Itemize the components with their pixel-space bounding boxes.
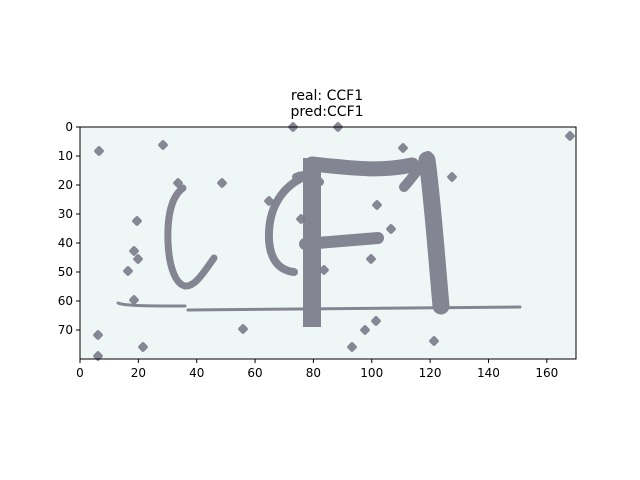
title-real: real: CCF1	[291, 88, 363, 104]
x-tick-label: 120	[419, 366, 442, 380]
noise-dots	[93, 122, 575, 361]
x-tick-label: 40	[189, 366, 204, 380]
noise-speck	[93, 330, 103, 340]
noise-speck	[158, 140, 168, 150]
y-tick-label: 40	[58, 236, 73, 250]
noise-speck	[296, 214, 306, 224]
noise-speck	[133, 254, 143, 264]
noise-speck	[360, 325, 370, 335]
x-tick-label: 140	[477, 366, 500, 380]
glyph-1-stem	[418, 151, 450, 315]
y-tick-label: 60	[58, 294, 73, 308]
captcha-image	[116, 151, 522, 327]
noise-speck	[129, 246, 139, 256]
noise-speck	[447, 172, 457, 182]
x-axis: 0 20 40 60 80 100 120 140 160	[76, 359, 558, 380]
glyph-c2	[264, 174, 306, 276]
x-tick-label: 100	[360, 366, 383, 380]
noise-speck	[372, 200, 382, 210]
x-tick-label: 80	[306, 366, 321, 380]
glyph-f-top-bar	[304, 156, 420, 177]
noise-speck	[319, 265, 329, 275]
y-tick-label: 10	[58, 149, 73, 163]
y-tick-label: 50	[58, 265, 73, 279]
y-tick-label: 20	[58, 178, 73, 192]
noise-speck	[398, 143, 408, 153]
noise-speck	[238, 324, 248, 334]
noise-speck	[173, 178, 183, 188]
noise-speck	[123, 266, 133, 276]
noise-speck	[347, 342, 357, 352]
x-tick-label: 20	[131, 366, 146, 380]
glyph-f-mid-bar	[299, 232, 384, 250]
x-tick-label: 0	[76, 366, 84, 380]
noise-speck	[366, 254, 376, 264]
title-pred: pred:CCF1	[290, 104, 363, 120]
noise-speck	[138, 342, 148, 352]
y-tick-label: 30	[58, 207, 73, 221]
noise-speck	[129, 295, 139, 305]
glyph-c1	[164, 184, 218, 290]
noise-speck	[94, 146, 104, 156]
baseline-left	[116, 301, 187, 308]
noise-speck	[371, 316, 381, 326]
noise-speck	[264, 196, 274, 206]
noise-speck	[217, 178, 227, 188]
noise-speck	[565, 131, 575, 141]
y-tick-label: 70	[58, 323, 73, 337]
x-tick-label: 160	[535, 366, 558, 380]
x-tick-label: 60	[247, 366, 262, 380]
glyph-1-flag	[399, 151, 433, 192]
y-axis: 0 10 20 30 40 50 60 70	[58, 120, 80, 337]
baseline-long	[186, 305, 522, 312]
noise-speck	[132, 216, 142, 226]
image-panel	[79, 122, 577, 361]
noise-speck	[93, 351, 103, 361]
noise-speck	[429, 336, 439, 346]
noise-speck	[386, 224, 396, 234]
y-tick-label: 0	[65, 120, 73, 134]
